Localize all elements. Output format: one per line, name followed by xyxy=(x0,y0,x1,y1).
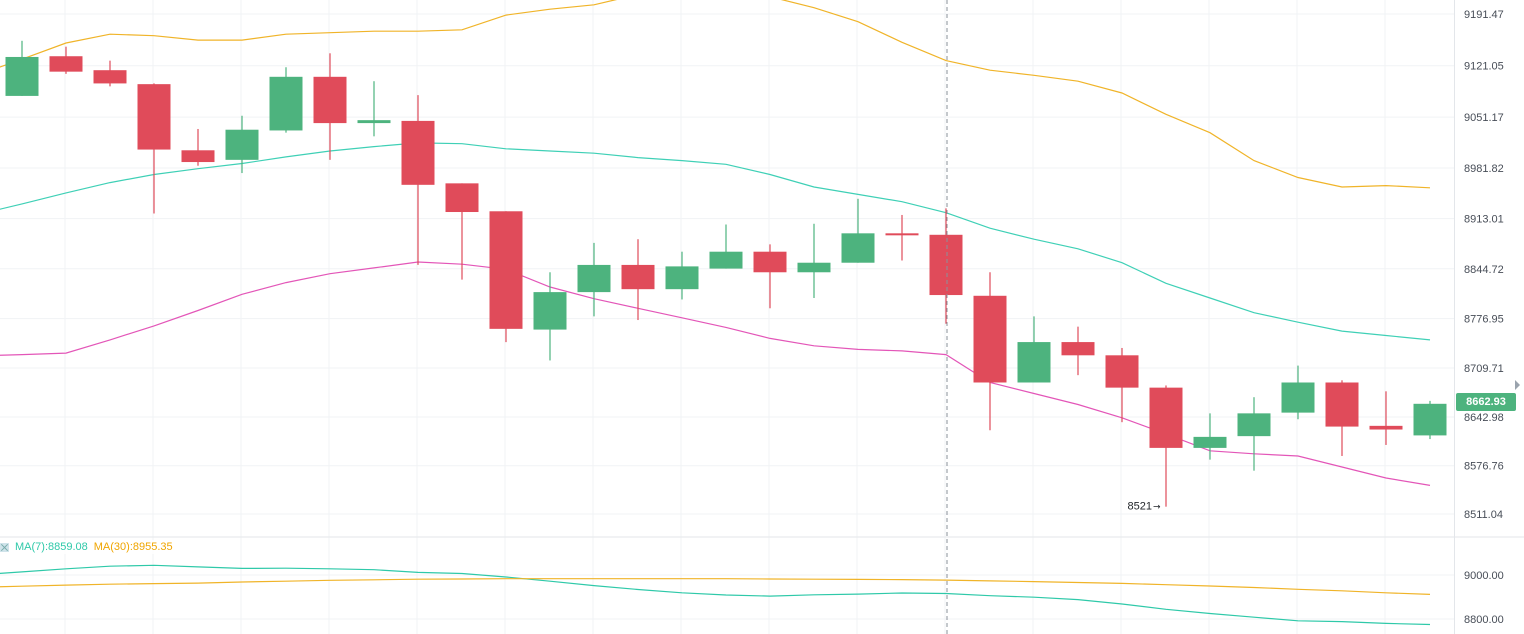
candle-body xyxy=(137,84,171,150)
candlesticks: 8521 → xyxy=(5,40,1447,513)
candle xyxy=(489,211,523,343)
band-line-lower xyxy=(0,261,1431,486)
axis-expand-arrow-icon[interactable] xyxy=(1515,380,1520,390)
candle xyxy=(709,224,743,269)
candle-body xyxy=(269,76,303,131)
y-tick-label: 8642.98 xyxy=(1464,412,1504,424)
candle-body xyxy=(181,150,215,163)
candle-body xyxy=(1149,387,1183,448)
candle xyxy=(1413,400,1447,440)
candle xyxy=(181,128,215,166)
candle-body xyxy=(49,56,83,72)
candle-body xyxy=(753,251,787,273)
candle-body xyxy=(1237,413,1271,437)
candle-body xyxy=(1369,425,1403,430)
ma-indicator-panel xyxy=(0,564,1431,626)
candle xyxy=(1061,326,1095,376)
candle xyxy=(401,95,435,265)
ma7-line xyxy=(0,564,1431,626)
candle xyxy=(1193,413,1227,460)
candle xyxy=(1149,385,1183,507)
candle xyxy=(577,242,611,317)
candle-body xyxy=(797,262,831,273)
indicator-y-tick-label: 8800.00 xyxy=(1464,614,1504,626)
ma30-line xyxy=(0,578,1431,595)
candle-body xyxy=(885,233,919,236)
candle-body xyxy=(577,264,611,293)
candle xyxy=(841,198,875,263)
candle xyxy=(1105,347,1139,423)
candle xyxy=(885,214,919,261)
indicator-y-tick-label: 9000.00 xyxy=(1464,570,1504,582)
bollinger-bands xyxy=(0,0,1431,486)
y-tick-label: 8576.76 xyxy=(1464,461,1504,473)
candle-body xyxy=(5,56,39,96)
indicator-legend: MA(7):8859.08 MA(30):8955.35 xyxy=(0,540,177,554)
y-tick-label: 9121.05 xyxy=(1464,61,1504,73)
candle-body xyxy=(93,70,127,84)
candle xyxy=(621,239,655,321)
candle-body xyxy=(665,266,699,290)
candle xyxy=(313,53,347,160)
band-line-upper xyxy=(0,0,1431,189)
candle xyxy=(973,272,1007,431)
candle xyxy=(1325,380,1359,456)
candle-body xyxy=(621,264,655,290)
last-price-label: 8662.93 xyxy=(1456,393,1516,412)
candle-body xyxy=(489,211,523,329)
y-tick-label: 8709.71 xyxy=(1464,363,1504,375)
candle-body xyxy=(1061,342,1095,356)
y-tick-label: 8913.01 xyxy=(1464,214,1504,226)
candle xyxy=(1237,397,1271,471)
candle-body xyxy=(1105,355,1139,388)
candle-body xyxy=(1413,403,1447,436)
candle-body xyxy=(929,234,963,296)
candle xyxy=(93,60,127,87)
candle xyxy=(5,40,39,96)
candle-body xyxy=(1193,436,1227,448)
candle xyxy=(533,272,567,361)
candle-body xyxy=(1281,382,1315,413)
candle-body xyxy=(841,233,875,263)
candle-body xyxy=(973,295,1007,383)
candle-body xyxy=(225,129,259,160)
y-tick-label: 8844.72 xyxy=(1464,264,1504,276)
candle-body xyxy=(709,251,743,269)
candle xyxy=(929,208,963,324)
ma7-legend-label: MA(7):8859.08 xyxy=(15,541,88,553)
axis-background xyxy=(1455,0,1524,634)
candle xyxy=(225,115,259,174)
candle xyxy=(445,183,479,280)
candle xyxy=(49,46,83,74)
y-tick-label: 8981.82 xyxy=(1464,163,1504,175)
candle-body xyxy=(533,292,567,330)
y-tick-label: 8511.04 xyxy=(1464,509,1503,521)
close-indicator-icon[interactable] xyxy=(0,542,9,552)
candle-body xyxy=(401,120,435,185)
band-line-middle xyxy=(0,142,1431,341)
candle xyxy=(1017,316,1051,383)
candle-body xyxy=(357,120,391,124)
candle xyxy=(357,81,391,137)
candle xyxy=(1281,365,1315,420)
candle-body xyxy=(1325,382,1359,427)
candle xyxy=(665,251,699,300)
ma30-legend-label: MA(30):8955.35 xyxy=(93,541,173,553)
candle-body xyxy=(313,76,347,124)
price-axis: 9191.47 9121.05 9051.17 8981.82 8913.01 8844.… xyxy=(1454,0,1524,634)
candle xyxy=(269,67,303,133)
candle xyxy=(753,244,787,309)
y-tick-label: 8776.95 xyxy=(1464,314,1504,326)
low-marker-label: 8521 xyxy=(1128,501,1152,513)
low-marker-arrow-icon: → xyxy=(1153,503,1161,513)
candle-body xyxy=(1017,342,1051,383)
candle xyxy=(137,83,171,214)
y-tick-label: 9051.17 xyxy=(1464,112,1504,124)
candle-body xyxy=(445,183,479,213)
y-tick-label: 9191.47 xyxy=(1464,9,1504,21)
candle xyxy=(1369,391,1403,445)
candle xyxy=(797,223,831,298)
